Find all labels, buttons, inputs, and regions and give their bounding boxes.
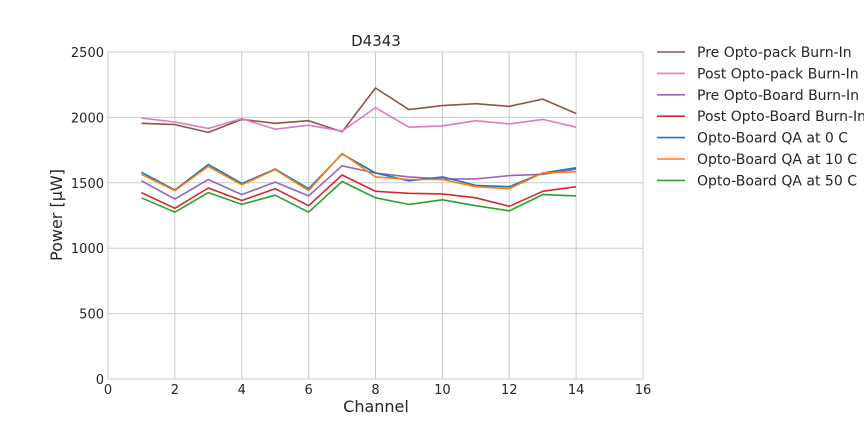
legend-label: Post Opto-Board Burn-In xyxy=(697,109,864,125)
series-line xyxy=(141,152,577,192)
tick-labels: 0 2 4 6 8 10 12 14 16 0 500 1000 1500 2000 2500 xyxy=(71,46,651,398)
y-tick-label: 1000 xyxy=(71,242,104,257)
series-line xyxy=(141,106,577,132)
series-line xyxy=(141,165,577,200)
x-tick-label: 10 xyxy=(434,383,451,398)
x-tick-label: 2 xyxy=(171,383,179,398)
x-tick-label: 16 xyxy=(635,383,652,398)
y-tick-label: 500 xyxy=(79,308,104,323)
legend-label: Opto-Board QA at 50 C xyxy=(697,173,857,189)
series-line xyxy=(141,180,577,213)
series-line xyxy=(141,174,577,210)
series-lines xyxy=(141,87,577,213)
x-tick-label: 0 xyxy=(104,383,112,398)
grid-lines xyxy=(107,51,644,380)
legend: Pre Opto-pack Burn-In Post Opto-pack Burn… xyxy=(657,45,864,189)
series-line xyxy=(141,87,577,134)
x-tick-label: 8 xyxy=(371,383,379,398)
x-tick-label: 6 xyxy=(304,383,312,398)
y-axis-title: Power [μW] xyxy=(47,169,66,261)
x-tick-label: 4 xyxy=(238,383,246,398)
legend-label: Opto-Board QA at 0 C xyxy=(697,131,848,147)
y-tick-label: 2500 xyxy=(71,46,104,61)
x-tick-label: 12 xyxy=(501,383,518,398)
legend-label: Post Opto-pack Burn-In xyxy=(697,66,859,82)
chart-title: D4343 xyxy=(351,32,401,50)
legend-label: Pre Opto-pack Burn-In xyxy=(697,45,852,61)
y-tick-label: 2000 xyxy=(71,111,104,126)
x-axis-title: Channel xyxy=(343,397,409,416)
y-tick-label: 0 xyxy=(96,373,104,388)
series-line xyxy=(141,153,577,191)
legend-label: Opto-Board QA at 10 C xyxy=(697,152,857,168)
y-tick-label: 1500 xyxy=(71,177,104,192)
legend-label: Pre Opto-Board Burn-In xyxy=(697,88,859,104)
x-tick-label: 14 xyxy=(568,383,585,398)
